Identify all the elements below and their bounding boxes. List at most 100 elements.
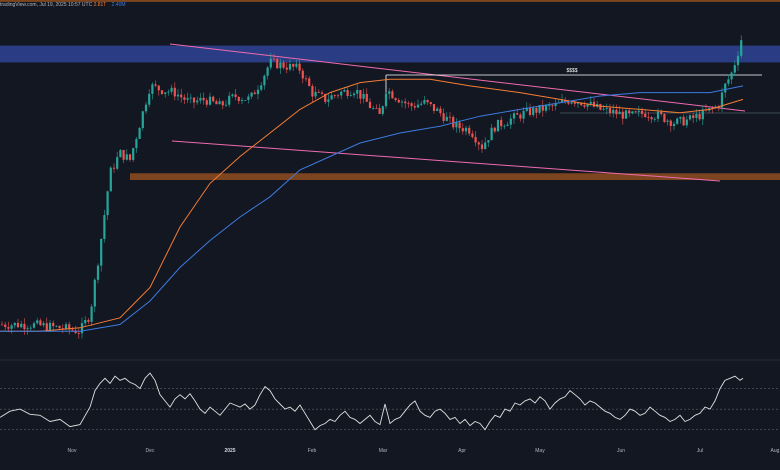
candle-body [637, 110, 640, 112]
candle-body [618, 111, 621, 115]
candle-body [58, 325, 61, 329]
candle-body [279, 62, 282, 69]
candle-body [730, 72, 733, 80]
candle-body [394, 98, 397, 100]
candle-body [68, 324, 71, 330]
candle-body [324, 93, 327, 102]
candle-body [87, 319, 90, 322]
candle-body [205, 100, 208, 105]
candle-body [535, 107, 538, 113]
trendline-lower [171, 140, 721, 182]
candle-body [631, 111, 634, 114]
candle-body [199, 97, 202, 101]
chart-header: tradingView.com, Jul 19, 2025 10:57 UTC … [0, 0, 126, 10]
candle-body [100, 238, 103, 266]
candle-body [580, 102, 583, 106]
candle-body [509, 118, 512, 125]
candle-body [647, 116, 650, 118]
candle-body [429, 102, 432, 105]
candle-body [500, 119, 503, 127]
candle-body [368, 101, 372, 108]
candles [0, 35, 743, 339]
candle-body [480, 144, 484, 150]
candle-body [77, 333, 80, 334]
candle-body [320, 92, 324, 94]
x-tick-aug: Aug [771, 448, 780, 454]
candle-body [420, 103, 423, 105]
candle-body [541, 104, 544, 111]
candle-body [352, 93, 356, 96]
candle-body [157, 85, 160, 91]
candle-body [64, 324, 68, 330]
candle-body [416, 104, 420, 108]
x-tick-apr: Apr [458, 448, 466, 454]
candle-body [464, 127, 468, 132]
candle-body [525, 107, 528, 111]
candle-body [212, 96, 215, 102]
candle-body [48, 322, 52, 331]
candle-body [436, 108, 439, 111]
candle-body [231, 94, 234, 96]
candle-body [410, 103, 413, 107]
candle-body [282, 62, 285, 68]
candle-body [599, 104, 602, 110]
candle-body [413, 106, 416, 108]
rsi-line [0, 372, 744, 431]
candle-body [253, 92, 256, 95]
candle-body [439, 108, 442, 114]
candle-body [215, 101, 218, 105]
candle-body [256, 89, 260, 95]
candle-body [336, 95, 340, 97]
candle-body [224, 104, 228, 106]
candle-body [96, 265, 100, 280]
candle-body [733, 65, 736, 73]
candle-body [544, 105, 548, 111]
candle-body [304, 78, 308, 80]
candle-body [397, 99, 400, 103]
candle-body [496, 119, 500, 132]
candle-body [314, 91, 317, 97]
supply-zone-1 [0, 45, 780, 63]
candle-body [340, 91, 343, 96]
candle-body [688, 115, 692, 120]
candle-body [548, 105, 551, 107]
candle-body [154, 84, 157, 86]
candle-body [119, 150, 122, 158]
candle-body [189, 97, 192, 99]
candle-body [432, 104, 436, 111]
candle-body [660, 111, 663, 115]
ma-slow-line [0, 85, 744, 332]
candle-body [477, 142, 480, 145]
candle-body [474, 137, 477, 143]
candle-body [365, 93, 368, 102]
candle-body [442, 113, 445, 121]
candle-body [564, 100, 567, 102]
candle-body [740, 40, 743, 56]
candle-body [167, 91, 170, 93]
candle-body [116, 157, 119, 169]
candle-body [160, 90, 164, 94]
candle-body [724, 83, 727, 93]
candle-body [151, 84, 154, 94]
candle-body [378, 108, 381, 114]
trendline-upper [169, 43, 746, 112]
candle-body [570, 102, 573, 104]
candle-body [516, 113, 519, 115]
candle-body [458, 122, 461, 129]
candle-body [621, 111, 624, 119]
x-tick-mar: Mar [379, 448, 388, 454]
source-label: tradingView.com, Jul 19, 2025 10:57 UTC [0, 2, 93, 8]
candle-body [52, 322, 55, 327]
candle-body [221, 101, 224, 106]
candle-body [372, 107, 375, 109]
candle-body [669, 120, 672, 127]
x-tick-may: May [535, 448, 545, 454]
candle-body [567, 101, 570, 104]
candle-body [20, 323, 23, 328]
candle-body [583, 105, 586, 107]
candle-body [80, 323, 84, 334]
candle-body [551, 105, 554, 107]
candle-body [676, 118, 679, 124]
